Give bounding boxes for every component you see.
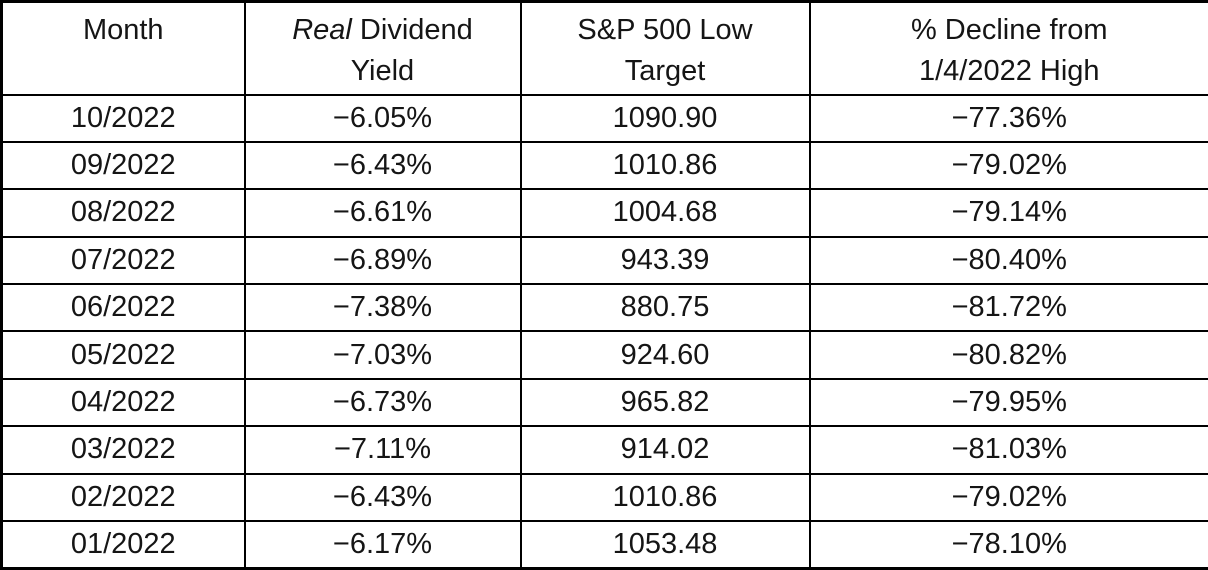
sp500-low-target-cell: 924.60 (519, 330, 811, 380)
column-header-pct-decline: % Decline from 1/4/2022 High (808, 0, 1208, 96)
month-cell: 07/2022 (0, 235, 246, 286)
table-row: 08/2022 −6.61% 1004.68 −79.14% (0, 188, 1208, 238)
table-row: 01/2022 −6.17% 1053.48 −78.10% (0, 520, 1208, 570)
table-row: 07/2022 −6.89% 943.39 −80.40% (0, 235, 1208, 286)
table-row: 05/2022 −7.03% 924.60 −80.82% (0, 330, 1208, 380)
real-dividend-yield-cell: −6.73% (243, 377, 522, 428)
month-cell: 05/2022 (0, 330, 246, 380)
header-yield-line2: Yield (350, 55, 415, 87)
month-cell: 03/2022 (0, 425, 246, 475)
table-row: 04/2022 −6.73% 965.82 −79.95% (0, 377, 1208, 428)
pct-decline-cell: −79.14% (808, 188, 1208, 238)
month-cell: 10/2022 (0, 93, 246, 143)
real-dividend-yield-cell: −6.89% (243, 235, 522, 286)
table-body: 10/2022 −6.05% 1090.90 −77.36% 09/2022 −… (0, 93, 1208, 570)
pct-decline-cell: −80.82% (808, 330, 1208, 380)
real-dividend-yield-cell: −7.11% (243, 425, 522, 475)
header-decline-line2: 1/4/2022 High (918, 55, 1100, 87)
header-real-italic: Real (292, 14, 352, 46)
table-row: 03/2022 −7.11% 914.02 −81.03% (0, 425, 1208, 475)
real-dividend-yield-cell: −6.43% (243, 140, 522, 191)
header-month-label: Month (82, 14, 164, 46)
pct-decline-cell: −79.02% (808, 472, 1208, 523)
real-dividend-yield-cell: −7.38% (243, 283, 522, 333)
column-header-real-dividend-yield: Real Dividend Yield (243, 0, 522, 96)
month-cell: 06/2022 (0, 283, 246, 333)
sp500-low-target-cell: 943.39 (519, 235, 811, 286)
pct-decline-cell: −77.36% (808, 93, 1208, 143)
sp500-low-target-cell: 914.02 (519, 425, 811, 475)
pct-decline-cell: −79.95% (808, 377, 1208, 428)
pct-decline-cell: −81.03% (808, 425, 1208, 475)
column-header-sp500-low-target: S&P 500 Low Target (519, 0, 811, 96)
real-dividend-yield-cell: −6.05% (243, 93, 522, 143)
real-dividend-yield-cell: −7.03% (243, 330, 522, 380)
real-dividend-yield-cell: −6.61% (243, 188, 522, 238)
header-decline-line1: % Decline from (910, 14, 1108, 46)
month-cell: 08/2022 (0, 188, 246, 238)
sp500-low-target-cell: 1010.86 (519, 140, 811, 191)
sp500-low-target-cell: 1053.48 (519, 520, 811, 570)
month-cell: 02/2022 (0, 472, 246, 523)
real-dividend-yield-cell: −6.17% (243, 520, 522, 570)
table-row: 06/2022 −7.38% 880.75 −81.72% (0, 283, 1208, 333)
month-cell: 01/2022 (0, 520, 246, 570)
pct-decline-cell: −79.02% (808, 140, 1208, 191)
pct-decline-cell: −78.10% (808, 520, 1208, 570)
header-yield-line1-rest: Dividend (351, 14, 473, 46)
sp500-low-target-cell: 880.75 (519, 283, 811, 333)
month-cell: 04/2022 (0, 377, 246, 428)
header-row: Month Real Dividend Yield S&P 500 Low Ta… (0, 0, 1208, 96)
header-target-line2: Target (624, 55, 706, 87)
header-target-line1: S&P 500 Low (577, 14, 753, 46)
table-row: 09/2022 −6.43% 1010.86 −79.02% (0, 140, 1208, 191)
month-cell: 09/2022 (0, 140, 246, 191)
sp500-low-target-cell: 1004.68 (519, 188, 811, 238)
table-row: 10/2022 −6.05% 1090.90 −77.36% (0, 93, 1208, 143)
column-header-month: Month (0, 0, 246, 96)
table-row: 02/2022 −6.43% 1010.86 −79.02% (0, 472, 1208, 523)
sp500-low-target-cell: 1090.90 (519, 93, 811, 143)
sp500-low-target-cell: 1010.86 (519, 472, 811, 523)
pct-decline-cell: −80.40% (808, 235, 1208, 286)
table-header: Month Real Dividend Yield S&P 500 Low Ta… (0, 0, 1208, 96)
sp500-low-target-cell: 965.82 (519, 377, 811, 428)
real-dividend-yield-cell: −6.43% (243, 472, 522, 523)
pct-decline-cell: −81.72% (808, 283, 1208, 333)
